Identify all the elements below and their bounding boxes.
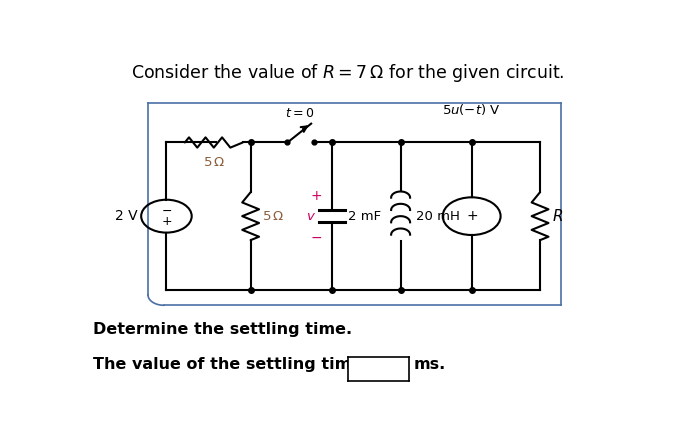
Text: $t = 0$: $t = 0$ xyxy=(285,107,314,120)
Text: Determine the settling time.: Determine the settling time. xyxy=(93,322,352,337)
Text: $v$: $v$ xyxy=(306,210,316,222)
Text: $-$: $-$ xyxy=(310,230,323,244)
Text: $+$: $+$ xyxy=(310,189,323,202)
Text: ms.: ms. xyxy=(414,356,446,372)
Text: Consider the value of $R = 7\,\Omega$ for the given circuit.: Consider the value of $R = 7\,\Omega$ fo… xyxy=(131,62,565,84)
Text: $5u(-t)$ V: $5u(-t)$ V xyxy=(442,102,501,117)
Text: $-$: $-$ xyxy=(161,204,172,217)
Text: 20 mH: 20 mH xyxy=(416,210,460,222)
Text: $+$: $+$ xyxy=(161,215,172,228)
Text: $R$: $R$ xyxy=(551,208,563,224)
Text: $5\,\Omega$: $5\,\Omega$ xyxy=(262,210,285,222)
Text: The value of the settling time is: The value of the settling time is xyxy=(93,356,382,372)
Text: $+$: $+$ xyxy=(466,209,478,223)
Text: 2 mF: 2 mF xyxy=(348,210,381,222)
Text: $5\,\Omega$: $5\,\Omega$ xyxy=(203,156,225,169)
Text: 2 V: 2 V xyxy=(115,209,137,223)
